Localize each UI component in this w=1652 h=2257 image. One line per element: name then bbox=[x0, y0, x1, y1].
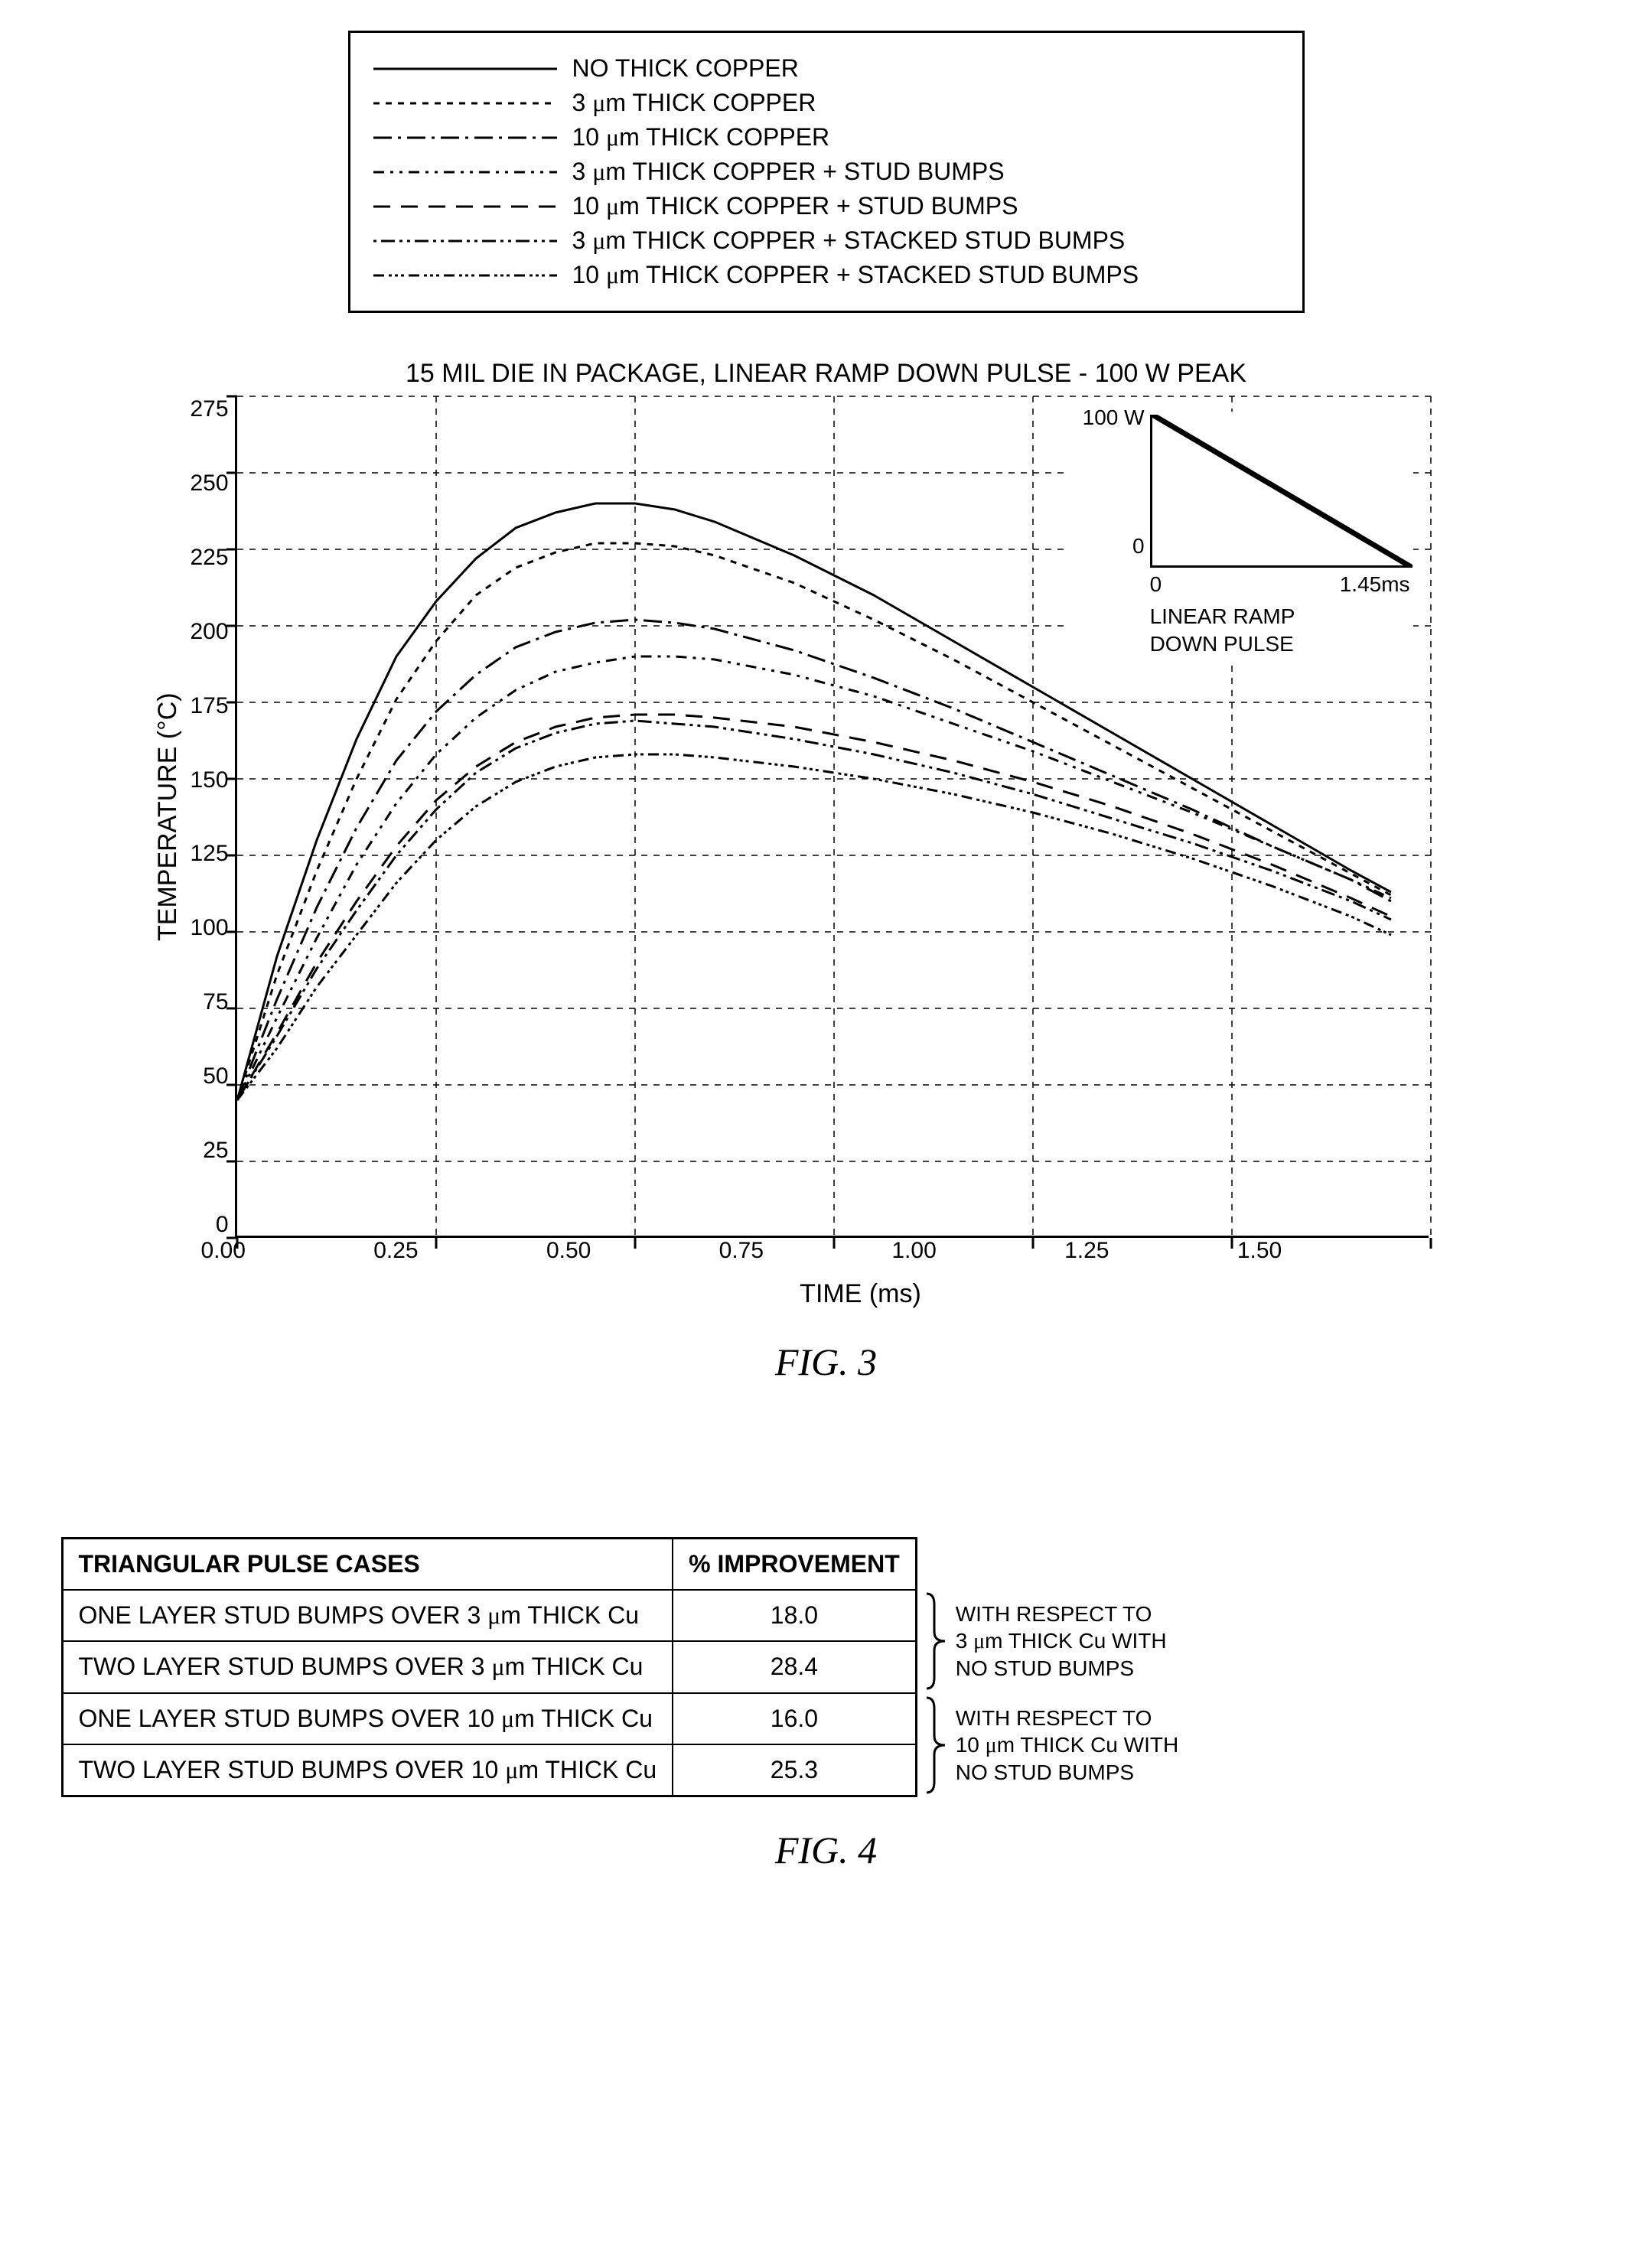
y-tick: 125 bbox=[191, 841, 229, 867]
fig3-chart: 15 MIL DIE IN PACKAGE, LINEAR RAMP DOWN … bbox=[145, 359, 1507, 1384]
value-cell: 18.0 bbox=[673, 1590, 916, 1641]
legend-label: 10 μm THICK COPPER bbox=[572, 123, 830, 151]
legend-line-sample bbox=[373, 92, 557, 115]
legend-line-sample bbox=[373, 126, 557, 149]
chart-title: 15 MIL DIE IN PACKAGE, LINEAR RAMP DOWN … bbox=[145, 359, 1507, 389]
legend-label: 3 μm THICK COPPER bbox=[572, 89, 816, 117]
value-cell: 16.0 bbox=[673, 1693, 916, 1744]
series-line bbox=[237, 721, 1391, 1100]
legend-label: 3 μm THICK COPPER + STUD BUMPS bbox=[572, 158, 1005, 186]
y-tick: 0 bbox=[191, 1212, 229, 1238]
inset-pulse-diagram: 100 W 0 0 1.45ms LINEAR RAMP bbox=[1067, 412, 1413, 662]
y-axis-label: TEMPERATURE (°C) bbox=[145, 396, 191, 1238]
x-tick: 1.25 bbox=[1064, 1238, 1237, 1264]
legend-item: 3 μm THICK COPPER + STACKED STUD BUMPS bbox=[373, 226, 1279, 255]
x-axis-label: TIME (ms) bbox=[214, 1279, 1507, 1309]
legend-line-sample bbox=[373, 195, 557, 218]
inset-y-top: 100 W bbox=[1072, 405, 1145, 430]
table-header: % IMPROVEMENT bbox=[673, 1539, 916, 1591]
value-cell: 25.3 bbox=[673, 1744, 916, 1796]
y-tick: 250 bbox=[191, 471, 229, 497]
legend-item: 10 μm THICK COPPER + STUD BUMPS bbox=[373, 192, 1279, 220]
legend-label: 10 μm THICK COPPER + STUD BUMPS bbox=[572, 192, 1018, 220]
legend-line-sample bbox=[373, 57, 557, 80]
inset-caption-1: LINEAR RAMP bbox=[1150, 603, 1410, 630]
fig4-caption: FIG. 4 bbox=[31, 1828, 1621, 1872]
case-cell: TWO LAYER STUD BUMPS OVER 3 μm THICK Cu bbox=[62, 1641, 673, 1692]
legend-item: NO THICK COPPER bbox=[373, 54, 1279, 83]
inset-caption-2: DOWN PULSE bbox=[1150, 630, 1410, 658]
bracket-icon bbox=[925, 1589, 948, 1693]
y-tick: 100 bbox=[191, 915, 229, 941]
inset-y-bot: 0 bbox=[1072, 534, 1145, 559]
legend-line-sample bbox=[373, 230, 557, 252]
bracket-text: WITH RESPECT TO3 μm THICK Cu WITHNO STUD… bbox=[956, 1601, 1167, 1682]
y-tick: 75 bbox=[191, 989, 229, 1015]
table-header: TRIANGULAR PULSE CASES bbox=[62, 1539, 673, 1591]
series-line bbox=[237, 620, 1391, 1100]
y-axis-ticks: 2752502252001751501251007550250 bbox=[191, 396, 235, 1238]
legend-box: NO THICK COPPER 3 μm THICK COPPER 10 μm TH… bbox=[348, 31, 1305, 313]
value-cell: 28.4 bbox=[673, 1641, 916, 1692]
fig3-caption: FIG. 3 bbox=[145, 1340, 1507, 1384]
table-row: TWO LAYER STUD BUMPS OVER 10 μm THICK Cu… bbox=[62, 1744, 916, 1796]
fig4-brackets: WITH RESPECT TO3 μm THICK Cu WITHNO STUD… bbox=[925, 1537, 1178, 1797]
y-tick: 175 bbox=[191, 693, 229, 719]
legend-item: 3 μm THICK COPPER + STUD BUMPS bbox=[373, 158, 1279, 186]
bracket-icon bbox=[925, 1693, 948, 1797]
x-tick: 1.50 bbox=[1237, 1238, 1410, 1264]
legend-line-sample bbox=[373, 161, 557, 184]
legend-label: 3 μm THICK COPPER + STACKED STUD BUMPS bbox=[572, 226, 1126, 255]
table-row: TWO LAYER STUD BUMPS OVER 3 μm THICK Cu2… bbox=[62, 1641, 916, 1692]
bracket-group: WITH RESPECT TO10 μm THICK Cu WITHNO STU… bbox=[925, 1693, 1178, 1797]
fig4-table: TRIANGULAR PULSE CASES% IMPROVEMENTONE L… bbox=[61, 1537, 917, 1797]
legend-label: NO THICK COPPER bbox=[572, 54, 799, 83]
bracket-group: WITH RESPECT TO3 μm THICK Cu WITHNO STUD… bbox=[925, 1589, 1178, 1693]
y-tick: 200 bbox=[191, 619, 229, 645]
x-tick: 0.25 bbox=[373, 1238, 546, 1264]
x-tick: 0.50 bbox=[546, 1238, 719, 1264]
inset-x-right: 1.45ms bbox=[1340, 572, 1410, 597]
x-tick: 1.00 bbox=[891, 1238, 1064, 1264]
legend-item: 10 μm THICK COPPER + STACKED STUD BUMPS bbox=[373, 261, 1279, 289]
y-tick: 150 bbox=[191, 767, 229, 793]
case-cell: ONE LAYER STUD BUMPS OVER 10 μm THICK Cu bbox=[62, 1693, 673, 1744]
fig4-container: TRIANGULAR PULSE CASES% IMPROVEMENTONE L… bbox=[61, 1537, 1592, 1797]
legend-line-sample bbox=[373, 264, 557, 287]
y-tick: 225 bbox=[191, 545, 229, 571]
legend-label: 10 μm THICK COPPER + STACKED STUD BUMPS bbox=[572, 261, 1139, 289]
plot-area: 100 W 0 0 1.45ms LINEAR RAMP bbox=[235, 396, 1429, 1238]
legend-item: 10 μm THICK COPPER bbox=[373, 123, 1279, 151]
case-cell: ONE LAYER STUD BUMPS OVER 3 μm THICK Cu bbox=[62, 1590, 673, 1641]
series-line bbox=[237, 754, 1391, 1100]
series-line bbox=[237, 715, 1391, 1100]
x-tick: 0.00 bbox=[201, 1238, 374, 1264]
legend-item: 3 μm THICK COPPER bbox=[373, 89, 1279, 117]
y-tick: 25 bbox=[191, 1138, 229, 1164]
table-row: ONE LAYER STUD BUMPS OVER 10 μm THICK Cu… bbox=[62, 1693, 916, 1744]
y-tick: 50 bbox=[191, 1063, 229, 1089]
case-cell: TWO LAYER STUD BUMPS OVER 10 μm THICK Cu bbox=[62, 1744, 673, 1796]
inset-x-left: 0 bbox=[1150, 572, 1162, 597]
bracket-text: WITH RESPECT TO10 μm THICK Cu WITHNO STU… bbox=[956, 1705, 1178, 1786]
x-tick: 0.75 bbox=[719, 1238, 892, 1264]
table-row: ONE LAYER STUD BUMPS OVER 3 μm THICK Cu1… bbox=[62, 1590, 916, 1641]
y-tick: 275 bbox=[191, 396, 229, 422]
series-line bbox=[237, 656, 1391, 1100]
